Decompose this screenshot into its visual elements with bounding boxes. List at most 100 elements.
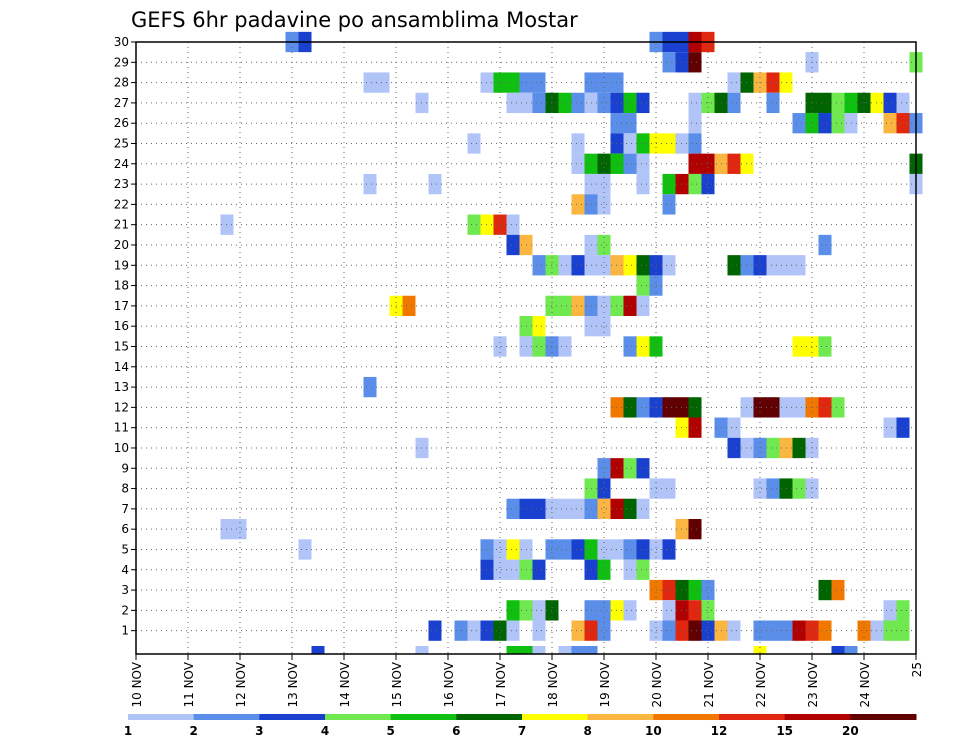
heatmap-cell xyxy=(636,295,650,317)
heatmap-cell xyxy=(727,437,741,459)
heatmap-cell xyxy=(623,559,637,580)
y-tick-label: 2 xyxy=(121,603,129,617)
gridlines xyxy=(136,41,916,654)
heatmap-cell xyxy=(233,519,247,540)
heatmap-cell xyxy=(623,295,637,317)
heatmap-cell xyxy=(662,255,676,276)
y-tick-label: 20 xyxy=(114,238,129,252)
colorbar-label: 1 xyxy=(124,724,132,738)
y-tick-label: 10 xyxy=(114,441,129,455)
y-tick-label: 4 xyxy=(121,563,129,577)
heatmap-cell xyxy=(571,646,585,654)
heatmap-cell xyxy=(571,498,585,520)
colorbar-swatch xyxy=(653,714,720,720)
heatmap-cell xyxy=(571,255,585,276)
colorbar-label: 7 xyxy=(518,724,526,738)
heatmap-cell xyxy=(688,519,702,540)
heatmap-cell xyxy=(662,133,676,154)
colorbar-label: 20 xyxy=(842,724,859,738)
heatmap-cell xyxy=(532,92,546,114)
heatmap-cell xyxy=(688,579,702,601)
heatmap-cell xyxy=(636,92,650,114)
heatmap-cell xyxy=(792,113,806,134)
heatmap-cell xyxy=(558,255,572,276)
y-tick-label: 8 xyxy=(121,482,129,496)
heatmap-cell xyxy=(597,316,611,337)
y-tick-label: 17 xyxy=(114,299,129,313)
heatmap-cell xyxy=(597,600,611,621)
heatmap-cell xyxy=(662,194,676,215)
heatmap-cell xyxy=(623,92,637,114)
heatmap-cell xyxy=(662,620,676,641)
heatmap-cell xyxy=(662,478,676,499)
heatmap-cell xyxy=(857,620,871,641)
x-tick-label: 17 NOV xyxy=(494,661,508,707)
heatmap-cell xyxy=(636,133,650,154)
y-tick-label: 9 xyxy=(121,461,129,475)
heatmap-cell xyxy=(792,478,806,499)
heatmap-cell xyxy=(688,600,702,621)
colorbar-swatch xyxy=(325,714,392,720)
colorbar-swatch xyxy=(390,714,457,720)
chart-title: GEFS 6hr padavine po ansamblima Mostar xyxy=(131,8,578,32)
heatmap-cell xyxy=(896,600,910,621)
y-tick-label: 6 xyxy=(121,522,129,536)
heatmap-cell xyxy=(597,458,611,479)
heatmap-cell xyxy=(636,173,650,195)
colorbar-swatch xyxy=(587,714,654,720)
heatmap-cell xyxy=(493,559,507,580)
heatmap-cell xyxy=(584,646,598,654)
heatmap-cell xyxy=(883,92,897,114)
heatmap-cell xyxy=(532,255,546,276)
heatmap-cell xyxy=(532,72,546,93)
heatmap-cell xyxy=(519,646,533,654)
heatmap-cell xyxy=(727,255,741,276)
heatmap-cell xyxy=(753,478,767,499)
colorbar-swatch xyxy=(193,714,260,720)
heatmap-cell xyxy=(623,539,637,560)
x-tick-label: 24 NOV xyxy=(858,661,872,707)
y-tick-label: 5 xyxy=(121,542,129,556)
heatmap-cell xyxy=(896,113,910,134)
heatmap-cell xyxy=(766,255,780,276)
heatmap-cell xyxy=(818,579,832,601)
heatmap-cell xyxy=(662,539,676,560)
x-tick-label: 23 NOV xyxy=(806,661,820,707)
heatmap-cell xyxy=(766,397,780,418)
heatmap-cell xyxy=(558,498,572,520)
y-tick-label: 13 xyxy=(114,380,129,394)
heatmap-cell xyxy=(766,92,780,114)
heatmap-cell xyxy=(818,336,832,357)
heatmap-cell xyxy=(766,72,780,93)
heatmap-cell xyxy=(636,336,650,357)
colorbar-swatch xyxy=(719,714,786,720)
y-tick-label: 18 xyxy=(114,279,129,293)
colorbar: 1 2 3 4 5 6 7 8 10 12 15 20 xyxy=(124,714,917,738)
heatmap-cell xyxy=(597,153,611,174)
heatmap-cell xyxy=(818,620,832,641)
heatmap-cell xyxy=(688,620,702,641)
heatmap-cell xyxy=(467,214,481,235)
y-tick-label: 27 xyxy=(114,96,129,110)
heatmap-cell xyxy=(311,646,325,654)
heatmap-cell xyxy=(688,153,702,174)
heatmap-cell xyxy=(415,646,429,654)
heatmap-cell xyxy=(818,113,832,134)
plot-frame xyxy=(135,41,917,655)
heatmap-cell xyxy=(558,646,572,654)
heatmap-cell xyxy=(532,620,546,641)
heatmap-cell xyxy=(363,173,377,195)
heatmap-cell xyxy=(831,579,845,601)
heatmap-cell xyxy=(727,620,741,641)
heatmap-cell xyxy=(376,72,390,93)
heatmap-cell xyxy=(688,92,702,114)
heatmap-cell xyxy=(701,579,715,601)
heatmap-cell xyxy=(506,600,520,621)
heatmap-cell xyxy=(792,255,806,276)
y-axis: 1234567891011121314151617181920212223242… xyxy=(114,35,136,638)
heatmap-cell xyxy=(597,255,611,276)
heatmap-cell xyxy=(662,600,676,621)
heatmap-cell xyxy=(818,397,832,418)
heatmap-cell xyxy=(506,539,520,560)
colorbar-swatch xyxy=(456,714,523,720)
